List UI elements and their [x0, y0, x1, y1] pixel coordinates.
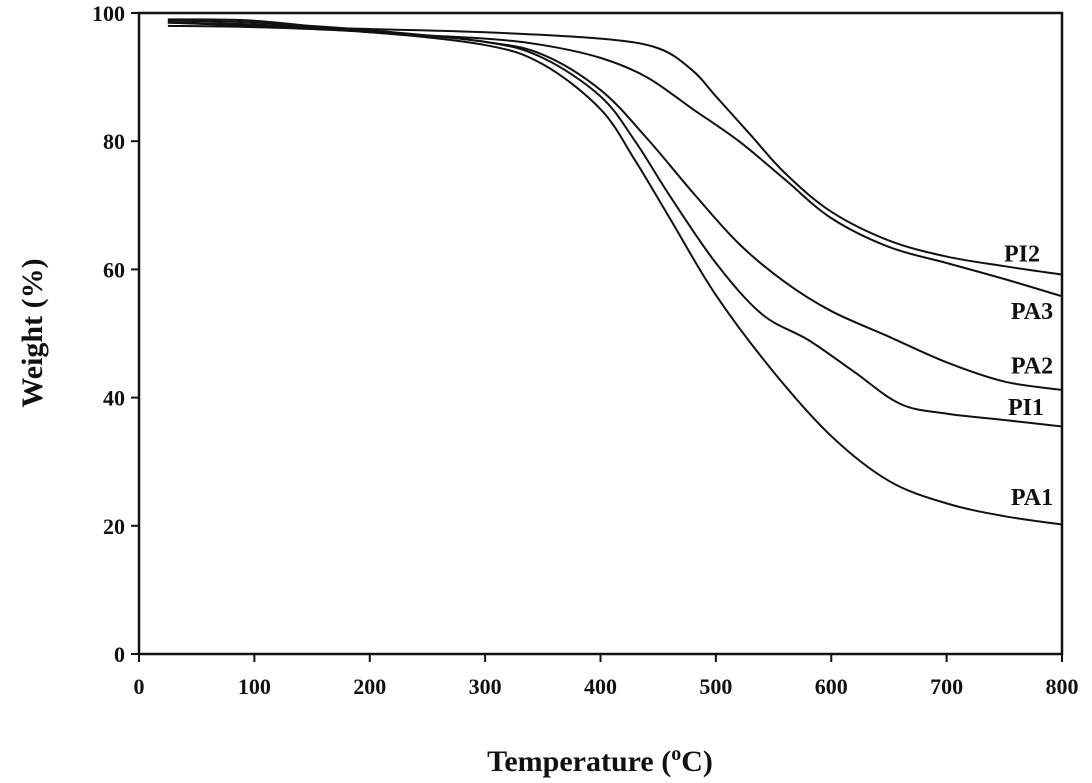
y-tick-label: 100 — [92, 1, 125, 26]
y-tick-label: 40 — [103, 386, 125, 411]
series-line-pa3 — [167, 18, 1063, 298]
series-label-pa2: PA2 — [1011, 354, 1053, 380]
series-line-pi1 — [167, 21, 1063, 428]
series-label-pa1: PA1 — [1011, 485, 1053, 511]
series-label-layer: PI2 PA3 PA2 PI1 PA1 — [1004, 241, 1053, 511]
series-line-pa2 — [167, 19, 1063, 391]
x-tick-label: 700 — [930, 674, 963, 699]
x-tick-label: 400 — [584, 674, 617, 699]
series-line-pi2 — [167, 21, 1063, 276]
series-label-pa3: PA3 — [1011, 299, 1053, 325]
x-tick-label: 100 — [238, 674, 271, 699]
x-tick-label: 600 — [815, 674, 848, 699]
x-tick-label: 200 — [353, 674, 386, 699]
x-axis-title-main: Temperature ( — [487, 745, 671, 778]
x-tick-label: 300 — [469, 674, 502, 699]
x-tick-label: 500 — [699, 674, 732, 699]
series-line-pa1 — [167, 24, 1063, 526]
y-tick-label: 0 — [114, 642, 125, 667]
series-label-pi2: PI2 — [1004, 241, 1040, 267]
tick-layer: 0 100 200 300 400 500 600 700 800 0 20 40 60 80 100 — [92, 1, 1079, 699]
x-axis-title: Temperature (oC) — [487, 743, 713, 778]
y-axis-title: Weight (%) — [16, 258, 49, 407]
x-axis-title-degree: o — [671, 743, 681, 765]
series-layer — [167, 18, 1063, 526]
x-tick-label: 0 — [134, 674, 145, 699]
y-tick-label: 60 — [103, 257, 125, 282]
y-tick-label: 20 — [103, 514, 125, 539]
series-label-pi1: PI1 — [1008, 395, 1044, 421]
x-axis-title-unit: C) — [681, 745, 713, 778]
y-tick-label: 80 — [103, 129, 125, 154]
x-tick-label: 800 — [1046, 674, 1079, 699]
